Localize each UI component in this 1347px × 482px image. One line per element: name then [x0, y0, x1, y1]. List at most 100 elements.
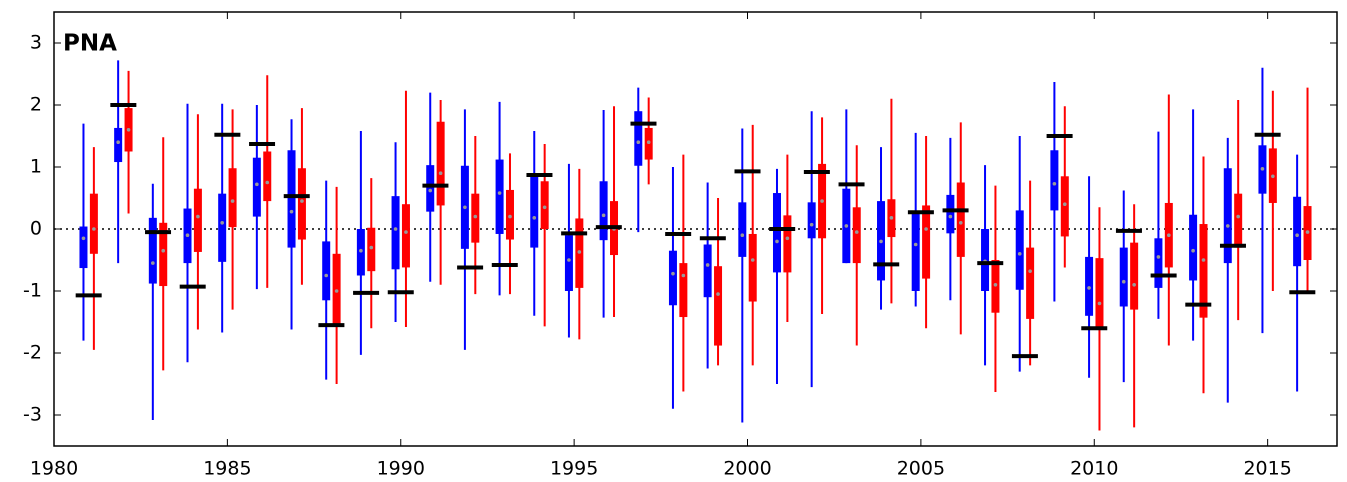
- box: [911, 212, 920, 291]
- x-tick-label: 1995: [550, 458, 598, 480]
- median: [879, 239, 883, 244]
- median: [289, 209, 294, 214]
- median: [369, 245, 374, 250]
- median: [126, 128, 131, 132]
- median: [81, 236, 86, 241]
- box: [1119, 247, 1128, 307]
- box: [159, 222, 168, 287]
- median: [1191, 248, 1195, 253]
- median: [993, 283, 998, 287]
- median: [116, 140, 120, 144]
- x-tick-label: 2015: [1243, 458, 1291, 480]
- median: [716, 292, 720, 296]
- median: [681, 273, 686, 278]
- box: [668, 250, 677, 306]
- median: [92, 227, 96, 231]
- median: [601, 213, 606, 218]
- box: [1050, 150, 1059, 211]
- median: [577, 250, 582, 254]
- median: [1028, 269, 1032, 273]
- box: [564, 235, 573, 291]
- x-tick-label: 2005: [897, 458, 945, 480]
- median: [1087, 286, 1091, 290]
- x-tick-label: 2010: [1070, 458, 1118, 480]
- median: [1156, 255, 1161, 259]
- median: [705, 263, 710, 267]
- box: [738, 202, 747, 257]
- box: [807, 202, 816, 239]
- median: [393, 227, 398, 231]
- box: [1293, 196, 1302, 267]
- box: [1223, 168, 1232, 264]
- median: [1295, 233, 1299, 237]
- median: [220, 221, 224, 225]
- median: [438, 171, 443, 175]
- box: [679, 263, 688, 318]
- median: [428, 188, 433, 193]
- box: [1234, 193, 1243, 248]
- median: [1201, 258, 1206, 262]
- box: [79, 226, 88, 269]
- median: [404, 230, 408, 234]
- box: [703, 244, 712, 298]
- median: [185, 233, 190, 237]
- median: [646, 140, 651, 144]
- median: [1260, 167, 1265, 171]
- box: [367, 227, 376, 272]
- box: [1154, 238, 1163, 288]
- box: [218, 193, 227, 262]
- median: [1052, 181, 1057, 186]
- median: [324, 273, 329, 278]
- box: [252, 157, 261, 217]
- box: [287, 150, 296, 248]
- median: [948, 214, 953, 219]
- box: [946, 194, 955, 234]
- x-tick-label: 1985: [203, 458, 251, 480]
- box: [956, 182, 965, 257]
- median: [785, 236, 790, 241]
- median: [463, 205, 467, 210]
- median: [532, 216, 537, 220]
- box: [1060, 176, 1069, 237]
- box: [148, 217, 157, 284]
- box: [1026, 247, 1035, 319]
- median: [473, 214, 478, 219]
- median: [958, 221, 963, 225]
- median: [567, 258, 571, 262]
- box: [1130, 242, 1139, 310]
- box: [332, 253, 341, 324]
- median: [820, 199, 824, 203]
- box: [391, 196, 400, 270]
- y-tick-label: 1: [30, 156, 42, 178]
- box: [114, 127, 123, 163]
- box: [297, 168, 306, 240]
- box: [540, 181, 549, 229]
- median: [913, 242, 918, 247]
- median: [1305, 230, 1310, 234]
- x-tick-label: 2000: [723, 458, 771, 480]
- box: [436, 121, 445, 206]
- median: [161, 248, 166, 253]
- median: [508, 214, 512, 219]
- box: [530, 174, 539, 248]
- y-tick-label: -1: [23, 280, 42, 302]
- box: [322, 241, 331, 301]
- y-tick-label: 0: [30, 218, 42, 240]
- chart-label: PNA: [63, 31, 117, 57]
- box: [783, 215, 792, 273]
- median: [334, 289, 339, 293]
- median: [359, 248, 363, 253]
- box: [599, 181, 608, 241]
- box: [505, 189, 514, 240]
- median: [671, 271, 675, 276]
- box: [852, 207, 861, 264]
- median: [740, 233, 745, 237]
- box: [495, 159, 504, 234]
- median: [542, 205, 547, 210]
- box: [426, 165, 435, 212]
- median: [1017, 252, 1022, 256]
- median: [1271, 174, 1275, 179]
- median: [750, 258, 755, 262]
- median: [924, 227, 928, 231]
